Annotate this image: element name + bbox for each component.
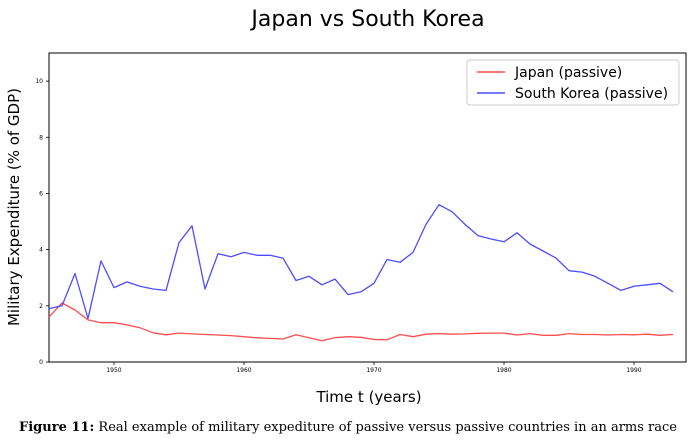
caption-text: Real example of military expediture of p… [98,420,677,435]
legend-box [466,59,680,106]
x-tick-label: 1970 [366,367,381,374]
y-tick-label: 0 [39,359,43,366]
figure-caption: Figure 11: Real example of military expe… [0,420,696,435]
legend-label-japan: Japan (passive) [514,65,622,81]
x-tick-label: 1950 [106,367,121,374]
x-tick-label: 1960 [236,367,251,374]
series-line-south-korea [48,204,674,320]
plot-frame [48,52,687,363]
y-tick-label: 6 [39,190,43,197]
chart: Japan vs South Korea Military Expenditur… [5,7,687,406]
legend: Japan (passive) South Korea (passive) [466,59,680,106]
y-axis-label: Military Expenditure (% of GDP) [5,88,23,326]
x-tick-label: 1990 [626,367,641,374]
x-tick-label: 1980 [496,367,511,374]
y-tick-label: 8 [39,134,43,141]
series-lines [48,204,674,342]
legend-label-south-korea: South Korea (passive) [515,86,668,102]
x-axis-label: Time t (years) [315,388,421,406]
y-tick-label: 10 [35,78,43,85]
y-tick-label: 4 [39,247,43,254]
series-line-japan [48,302,674,342]
chart-title: Japan vs South Korea [249,7,484,32]
caption-label: Figure 11: [19,420,95,435]
ticks: 1950 1960 1970 1980 1990 0 2 4 6 8 10 [35,78,641,374]
y-tick-label: 2 [39,303,43,310]
